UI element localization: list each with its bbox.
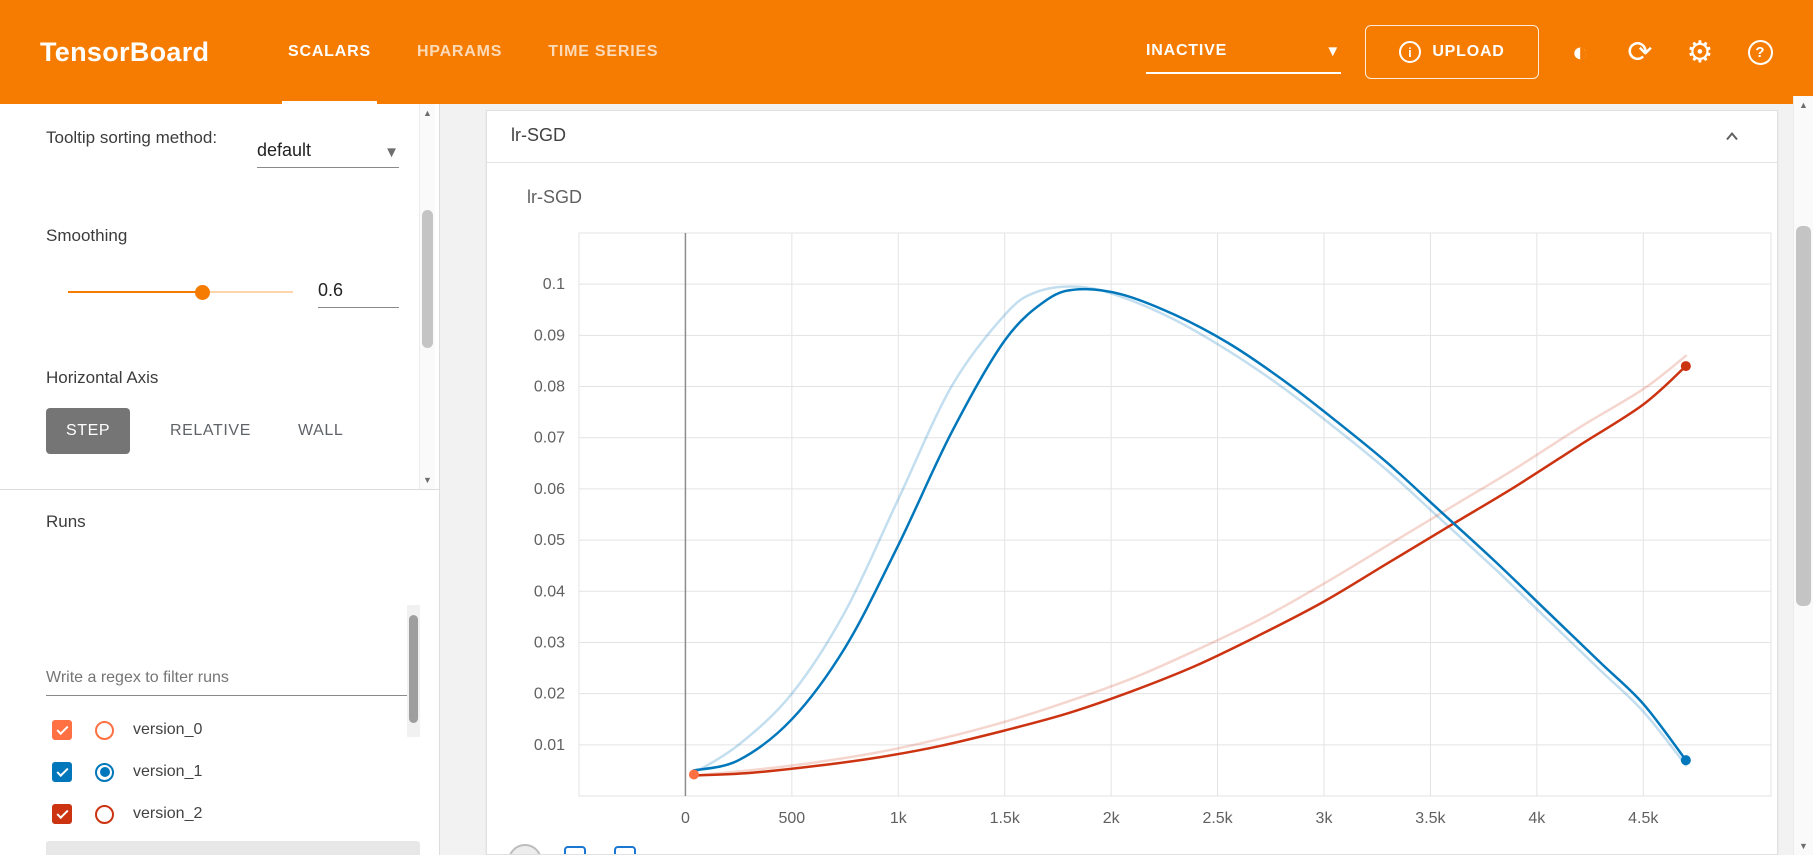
chart-checkbox-icon[interactable] bbox=[614, 846, 636, 854]
scroll-down-icon[interactable]: ▼ bbox=[1799, 841, 1808, 851]
svg-text:0.09: 0.09 bbox=[534, 327, 565, 344]
scroll-up-icon[interactable]: ▲ bbox=[1799, 100, 1808, 110]
card-header: lr-SGD bbox=[487, 111, 1777, 163]
brightness-icon[interactable]: ◐ bbox=[1571, 36, 1589, 67]
svg-text:3.5k: 3.5k bbox=[1415, 810, 1446, 827]
tab-time-series[interactable]: TIME SERIES bbox=[548, 43, 659, 60]
run-checkbox[interactable] bbox=[52, 720, 72, 740]
axis-button-wall[interactable]: WALL bbox=[298, 422, 344, 439]
scrollbar-thumb[interactable] bbox=[422, 210, 433, 348]
help-icon[interactable]: ? bbox=[1740, 32, 1780, 72]
toggle-all-runs-button[interactable]: TOGGLE ALL RUNS bbox=[46, 841, 420, 855]
check-icon bbox=[55, 764, 69, 777]
smoothing-value-field[interactable]: 0.6 bbox=[318, 270, 399, 308]
main-tabs: SCALARS HPARAMS TIME SERIES bbox=[272, 0, 688, 104]
scalar-card-lr-sgd: lr-SGD lr-SGD 0 500 1k 1.5k 2k 2.5k 3k 3.5k 4k 4.… bbox=[486, 110, 1778, 855]
run-radio[interactable] bbox=[95, 762, 114, 782]
scrollbar-thumb[interactable] bbox=[409, 615, 418, 723]
check-icon bbox=[55, 722, 69, 735]
svg-text:0.06: 0.06 bbox=[534, 481, 565, 498]
svg-text:3k: 3k bbox=[1316, 810, 1334, 827]
runs-scrollbar[interactable] bbox=[407, 605, 420, 737]
status-dropdown[interactable]: INACTIVE ▼ bbox=[1146, 30, 1341, 74]
tab-hparams[interactable]: HPARAMS bbox=[416, 43, 503, 60]
tab-scalars[interactable]: SCALARS bbox=[272, 0, 387, 104]
runs-heading: Runs bbox=[46, 512, 86, 531]
settings-scrollbar[interactable]: ▲ ▼ bbox=[419, 104, 435, 489]
svg-text:0.05: 0.05 bbox=[534, 532, 565, 549]
smoothing-label: Smoothing bbox=[46, 226, 128, 245]
horizontal-axis-label: Horizontal Axis bbox=[46, 368, 159, 387]
run-checkbox[interactable] bbox=[52, 804, 72, 824]
status-dropdown-value: INACTIVE bbox=[1146, 42, 1228, 59]
page-scrollbar[interactable]: ▲ ▼ bbox=[1793, 96, 1813, 855]
app-header: TensorBoard SCALARS HPARAMS TIME SERIES … bbox=[0, 0, 1813, 104]
svg-text:0.02: 0.02 bbox=[534, 686, 565, 703]
refresh-icon[interactable]: ⟳ bbox=[1627, 35, 1653, 69]
scrollbar-thumb[interactable] bbox=[1796, 226, 1811, 606]
run-row-version-1: version_1 bbox=[0, 751, 440, 793]
smoothing-slider[interactable] bbox=[68, 284, 293, 300]
svg-text:0.04: 0.04 bbox=[534, 583, 565, 600]
runs-list: version_0 version_1 version_2 bbox=[0, 709, 440, 835]
svg-text:2.5k: 2.5k bbox=[1202, 810, 1233, 827]
chart-checkbox-icon[interactable] bbox=[564, 846, 586, 854]
settings-icon[interactable]: ⚙ bbox=[1686, 35, 1714, 69]
svg-text:0.03: 0.03 bbox=[534, 634, 565, 651]
run-radio[interactable] bbox=[95, 720, 114, 740]
svg-text:0.1: 0.1 bbox=[543, 276, 565, 293]
collapse-chevron-up-icon[interactable] bbox=[1719, 124, 1745, 150]
run-row-version-2: version_2 bbox=[0, 793, 440, 835]
run-radio[interactable] bbox=[95, 804, 114, 824]
run-label: version_2 bbox=[133, 805, 203, 822]
chevron-down-icon: ▼ bbox=[384, 144, 399, 161]
svg-text:500: 500 bbox=[779, 810, 806, 827]
tooltip-sorting-value: default bbox=[257, 140, 312, 160]
check-icon bbox=[55, 806, 69, 819]
svg-text:1k: 1k bbox=[890, 810, 908, 827]
tooltip-sorting-label: Tooltip sorting method: bbox=[46, 128, 218, 147]
svg-text:0.08: 0.08 bbox=[534, 379, 565, 396]
app-title: TensorBoard bbox=[40, 37, 210, 67]
upload-button[interactable]: i UPLOAD bbox=[1365, 25, 1539, 79]
scalar-line-chart[interactable]: 0 500 1k 1.5k 2k 2.5k 3k 3.5k 4k 4.5k 0.01 0.02 0.03… bbox=[487, 163, 1778, 855]
svg-text:0.01: 0.01 bbox=[534, 737, 565, 754]
scroll-up-icon[interactable]: ▲ bbox=[423, 108, 432, 118]
card-title: lr-SGD bbox=[511, 125, 566, 145]
info-icon: i bbox=[1399, 41, 1422, 63]
tooltip-sorting-dropdown[interactable]: default ▼ bbox=[257, 128, 399, 168]
chevron-down-icon: ▼ bbox=[1325, 42, 1341, 60]
settings-sidebar: Tooltip sorting method: default ▼ Smooth… bbox=[0, 104, 440, 855]
run-row-version-0: version_0 bbox=[0, 709, 440, 751]
runs-filter-input[interactable] bbox=[46, 660, 420, 696]
smoothing-slider-fill-el bbox=[68, 291, 203, 293]
scroll-down-icon[interactable]: ▼ bbox=[423, 475, 432, 485]
run-checkbox[interactable] bbox=[52, 762, 72, 782]
svg-text:0.07: 0.07 bbox=[534, 430, 565, 447]
sidebar-divider bbox=[0, 489, 440, 490]
axis-button-step[interactable]: STEP bbox=[46, 408, 131, 454]
run-label: version_1 bbox=[133, 763, 203, 780]
svg-text:2k: 2k bbox=[1103, 810, 1121, 827]
svg-text:4k: 4k bbox=[1528, 810, 1546, 827]
run-label: version_0 bbox=[133, 721, 203, 738]
smoothing-slider-thumb-el[interactable] bbox=[195, 285, 210, 300]
axis-button-relative[interactable]: RELATIVE bbox=[170, 422, 251, 439]
svg-text:4.5k: 4.5k bbox=[1628, 810, 1659, 827]
svg-text:1.5k: 1.5k bbox=[990, 810, 1021, 827]
svg-text:0: 0 bbox=[681, 810, 690, 827]
